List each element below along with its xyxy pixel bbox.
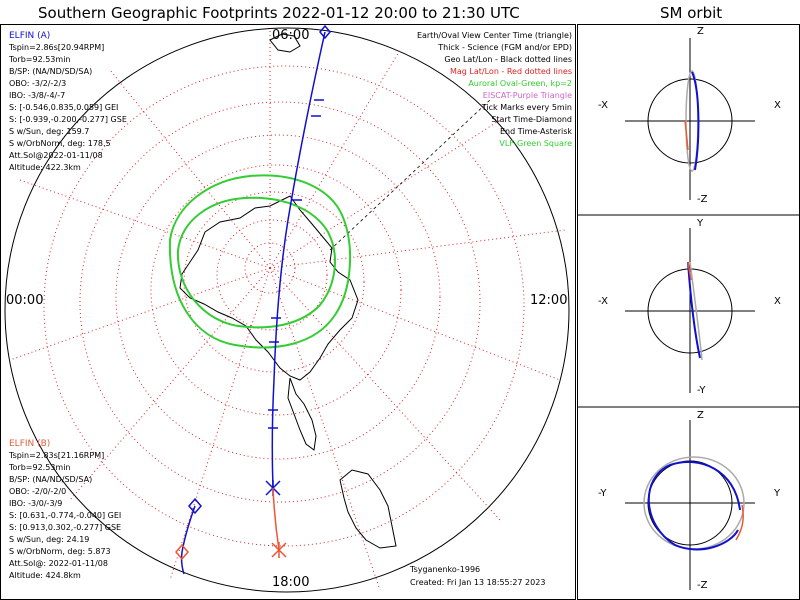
elfin-a-second-diamond	[188, 497, 202, 515]
elfin-a-line: IBO: -3/8/-4/-7	[9, 91, 66, 100]
elfin-b-line: S w/Sun, deg: 24.19	[9, 535, 90, 544]
sm3-left-label: -Y	[598, 488, 607, 499]
auroral-oval-outer	[168, 174, 351, 349]
auroral-oval-inner	[176, 196, 336, 329]
sm2-left-label: -X	[598, 296, 608, 307]
sm3-bottom-label: -Z	[697, 580, 708, 591]
elfin-a-line: S: [-0.546,0.835,0.059] GEI	[9, 103, 119, 112]
polar-map	[4, 24, 570, 593]
elfin-b-line: S w/OrbNorm, deg: 5.873	[9, 547, 111, 556]
elfin-b-info: ELFIN (B) Tspin=2.83s[21.16RPM] Torb=92.…	[9, 438, 121, 582]
elfin-b-line: Torb=92.53min	[9, 463, 71, 472]
model-credit: Tsyganenko-1996	[410, 565, 481, 574]
elfin-b-trace	[272, 487, 280, 551]
plot-title: Southern Geographic Footprints 2022-01-1…	[38, 4, 520, 22]
elfin-a-info: ELFIN (A) Tspin=2.86s[20.94RPM] Torb=92.…	[9, 30, 127, 174]
elfin-a-ticks	[268, 99, 324, 429]
elfin-b-line: IBO: -3/0/-3/9	[9, 499, 63, 508]
time-label-bottom: 18:00	[272, 575, 310, 590]
elfin-b-line: B/SP: (NA/ND/SD/SA)	[9, 475, 93, 484]
sm2-bottom-label: -Y	[697, 385, 706, 396]
created-timestamp: Created: Fri Jan 13 18:55:27 2023	[410, 578, 546, 587]
elfin-a-line: S w/OrbNorm, deg: 178.5	[9, 139, 111, 148]
legend: Earth/Oval View Center Time (triangle) T…	[417, 30, 572, 150]
antarctica-coastline	[179, 195, 359, 381]
elfin-a-second-trace	[180, 505, 196, 575]
south-america-coastline	[339, 469, 397, 549]
elfin-b-end-asterisk	[271, 542, 287, 558]
elfin-a-line: B/SP: (NA/ND/SD/SA)	[9, 67, 93, 76]
elfin-b-line: Att.Sol@: 2022-01-11/08	[9, 559, 108, 568]
elfin-a-name: ELFIN (A)	[9, 31, 51, 41]
sm3-top-label: Z	[697, 410, 704, 421]
elfin-a-start-diamond	[319, 24, 331, 40]
geo-dashed-line	[329, 99, 491, 251]
elfin-a-line: Tspin=2.86s[20.94RPM]	[9, 43, 105, 52]
time-label-right: 12:00	[530, 293, 568, 308]
legend-item: Start Time-Diamond	[491, 115, 572, 124]
elfin-b-name: ELFIN (B)	[9, 439, 51, 449]
sm-panel-3	[625, 420, 755, 590]
elfin-a-line: Torb=92.53min	[9, 55, 71, 64]
legend-item: Tick Marks every 5min	[481, 103, 572, 112]
sm-frame	[577, 24, 800, 600]
time-label-top: 06:00	[272, 28, 310, 43]
sm-orbit-title: SM orbit	[660, 4, 723, 22]
elfin-b-second-diamond	[175, 543, 189, 561]
legend-item: VLF-Green Square	[499, 139, 572, 148]
legend-item: Thick - Science (FGM and/or EPD)	[438, 43, 572, 52]
legend-item: Geo Lat/Lon - Black dotted lines	[444, 55, 572, 64]
elfin-a-line: S w/Sun, deg: 159.7	[9, 127, 90, 136]
elfin-a-line: Att.Sol@2022-01-11/08	[9, 151, 103, 160]
elfin-a-trace	[271, 31, 326, 489]
time-label-left: 00:00	[6, 293, 44, 308]
antarctic-peninsula	[287, 377, 317, 451]
new-zealand-coastline	[269, 33, 301, 53]
sm-panel-2	[625, 228, 755, 393]
sm1-top-label: Z	[697, 26, 704, 37]
elfin-b-line: Tspin=2.83s[21.16RPM]	[9, 451, 105, 460]
sm2-top-label: Y	[697, 218, 704, 229]
globe-outline	[4, 27, 570, 593]
legend-item: Mag Lat/Lon - Red dotted lines	[449, 67, 572, 76]
elfin-b-line: OBO: -2/0/-2/0	[9, 487, 67, 496]
mag-longitude-lines	[9, 28, 566, 591]
sm1-right-label: X	[774, 100, 781, 111]
sm1-bottom-label: -Z	[697, 194, 708, 205]
legend-item: EISCAT-Purple Triangle	[482, 91, 572, 100]
elfin-a-line: Altitude: 422.3km	[9, 163, 81, 172]
elfin-b-line: S: [0.913,0.302,-0.277] GSE	[9, 523, 122, 532]
legend-item: Earth/Oval View Center Time (triangle)	[416, 31, 572, 40]
sm1-left-label: -X	[598, 100, 608, 111]
legend-item: End Time-Asterisk	[499, 127, 572, 136]
elfin-a-line: OBO: -3/2/-2/3	[9, 79, 67, 88]
sm2-right-label: X	[774, 296, 781, 307]
elfin-b-line: S: [0.631,-0.774,-0.040] GEI	[9, 511, 122, 520]
sm3-right-label: Y	[774, 488, 781, 499]
sm-panel-1	[625, 38, 755, 200]
elfin-a-line: S: [-0.939,-0.200,-0.277] GSE	[9, 115, 127, 124]
legend-item: Auroral Oval-Green, kp=2	[468, 79, 572, 88]
elfin-b-line: Altitude: 424.8km	[9, 571, 81, 580]
